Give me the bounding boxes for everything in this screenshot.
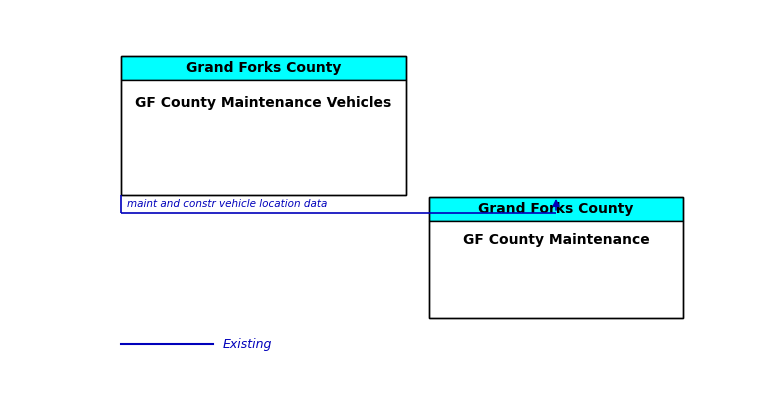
Text: GF County Maintenance Vehicles: GF County Maintenance Vehicles [135,96,392,110]
Bar [428,197,684,318]
Bar [428,197,684,221]
Bar [428,221,684,318]
Text: GF County Maintenance: GF County Maintenance [463,233,649,247]
Text: Existing: Existing [222,338,272,351]
Bar [121,80,406,195]
Bar [121,56,406,80]
Bar [121,56,406,195]
Text: Grand Forks County: Grand Forks County [186,61,341,75]
Text: Grand Forks County: Grand Forks County [478,202,633,216]
Text: maint and constr vehicle location data: maint and constr vehicle location data [127,199,327,209]
